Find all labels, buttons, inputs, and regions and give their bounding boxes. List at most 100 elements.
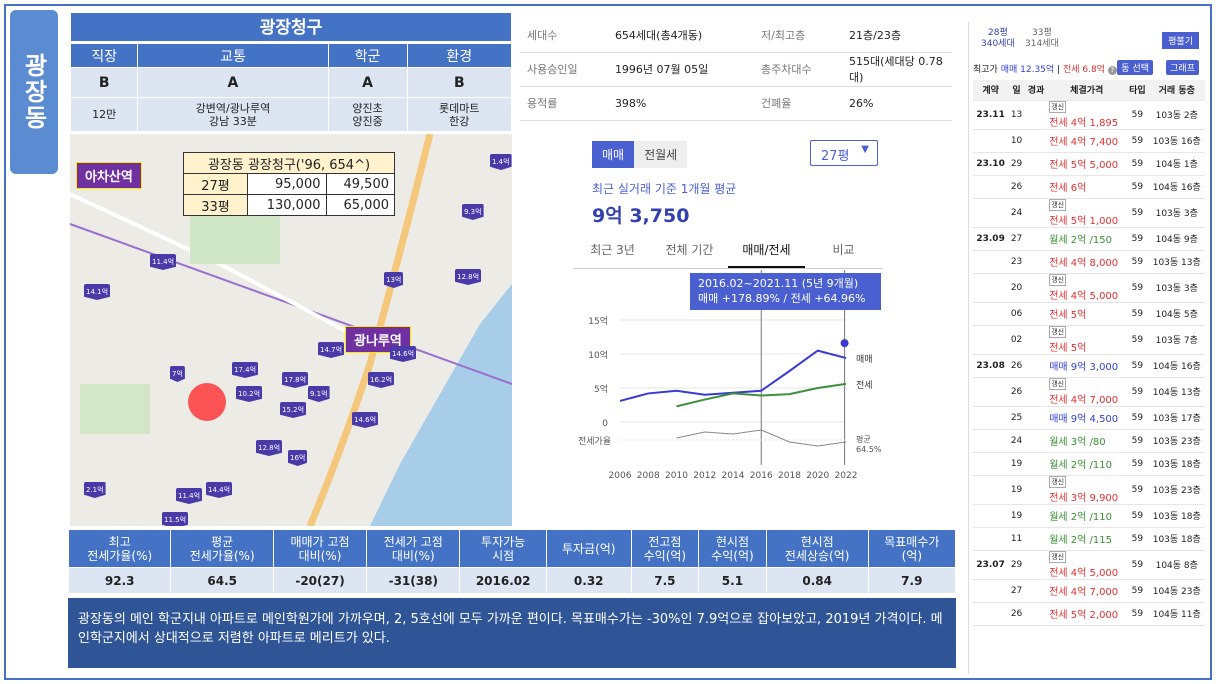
- tx-cell: 104동 5층: [1148, 302, 1205, 326]
- tx-cell: 갱신 전세 3억 9,900: [1047, 475, 1127, 505]
- tx-price: 전세 4억 7,000: [1049, 587, 1119, 598]
- size-select[interactable]: 27평 ▼: [810, 140, 878, 166]
- size-tab-33[interactable]: 33평 314세대: [1025, 28, 1059, 49]
- tx-cell: 104동 23층: [1148, 579, 1205, 603]
- table-row[interactable]: 24 갱신 전세 5억 1,000 59 103동 3층: [973, 198, 1205, 228]
- tx-cell: 59: [1126, 325, 1149, 355]
- map-pin[interactable]: 17.4억: [232, 362, 259, 378]
- table-row[interactable]: 19 월세 2억 /110 59 103동 18층: [973, 504, 1205, 528]
- price-chart: 15억 10억 5억 0 2006 2008 2010 2012 2014 2016 2018 202…: [578, 270, 882, 481]
- table-row[interactable]: 19 월세 2억 /110 59 103동 18층: [973, 452, 1205, 476]
- table-row[interactable]: 06 전세 5억 59 104동 5층: [973, 302, 1205, 326]
- map-pin[interactable]: 12.8억: [455, 269, 482, 285]
- table-row[interactable]: 20 갱신 전세 4억 5,000 59 103동 3층: [973, 273, 1205, 303]
- tx-cell: 23.09: [973, 227, 1009, 251]
- info-key: 용적률: [520, 86, 608, 121]
- map-pin[interactable]: 17.8억: [282, 372, 309, 388]
- map-pin[interactable]: 7억: [170, 366, 185, 382]
- analysis-value: 0.32: [545, 567, 632, 594]
- building-select-button[interactable]: 동 선택: [1117, 60, 1153, 75]
- analysis-header: 현시점 전세상승(억): [765, 529, 869, 568]
- tx-cell: [973, 406, 1009, 430]
- map-pin[interactable]: 11.4억: [150, 254, 177, 270]
- tx-cell: 전세 5억: [1047, 302, 1127, 326]
- map-pin[interactable]: 14.6억: [352, 412, 379, 428]
- map-pin[interactable]: 16.2억: [368, 372, 395, 388]
- price-jeonse: 65,000: [325, 194, 395, 216]
- table-row[interactable]: 27 전세 4억 7,000 59 104동 23층: [973, 579, 1205, 603]
- graph-button[interactable]: 그래프: [1166, 60, 1199, 75]
- map-pin[interactable]: 14.6억: [390, 346, 417, 362]
- table-row[interactable]: 02 갱신 전세 5억 59 103동 7층: [973, 325, 1205, 355]
- tab-compare[interactable]: 비교: [832, 243, 855, 257]
- tab-sale-jeonse[interactable]: 매매/전세: [728, 236, 805, 268]
- tx-price: 월세 2억 /110: [1049, 512, 1112, 523]
- map-pin[interactable]: 1.4억: [490, 154, 512, 170]
- tab-sale[interactable]: 매매: [592, 141, 635, 168]
- map-pin[interactable]: 2.1억: [84, 482, 106, 498]
- tooltip-line1: 2016.02~2021.11 (5년 9개월): [698, 277, 859, 290]
- tx-cell: 59: [1126, 406, 1149, 430]
- x-tick-label: 2006: [609, 471, 632, 481]
- grade-detail: 양진초 양진중: [327, 97, 408, 132]
- x-tick-label: 2016: [750, 471, 773, 481]
- tx-cell: [1024, 504, 1048, 528]
- compare-button[interactable]: 평불기: [1162, 32, 1199, 49]
- table-row[interactable]: 23.09 27 월세 2억 /150 59 104동 9층: [973, 227, 1205, 251]
- table-row[interactable]: 26 전세 5억 2,000 59 104동 11층: [973, 602, 1205, 626]
- tx-cell: 월세 2억 /150: [1047, 227, 1127, 251]
- tab-all-period[interactable]: 전체 기간: [665, 243, 714, 257]
- table-row[interactable]: 19 갱신 전세 3억 9,900 59 103동 23층: [973, 475, 1205, 505]
- tx-cell: [973, 175, 1009, 199]
- table-row[interactable]: 23.08 26 매매 9억 3,000 59 104동 16층: [973, 354, 1205, 378]
- grade-detail: 강변역/광나루역 강남 33분: [137, 97, 329, 132]
- help-icon[interactable]: ?: [1107, 66, 1117, 75]
- tx-price: 월세 2억 /115: [1049, 535, 1112, 546]
- tx-cell: [1024, 550, 1048, 580]
- tx-cell: 59: [1126, 377, 1149, 407]
- map-pin[interactable]: 14.1억: [84, 284, 111, 300]
- table-row[interactable]: 11 월세 2억 /115 59 103동 18층: [973, 527, 1205, 551]
- tx-cell: [973, 452, 1009, 476]
- map-pin[interactable]: 9.3억: [462, 204, 484, 220]
- table-row[interactable]: 25 매매 9억 4,500 59 103동 17층: [973, 406, 1205, 430]
- tx-cell: 103동 18층: [1148, 527, 1205, 551]
- map-pin[interactable]: 10.2억: [236, 386, 263, 402]
- grade-value: A: [137, 67, 329, 98]
- table-row[interactable]: 26 전세 6억 59 104동 16층: [973, 175, 1205, 199]
- tx-cell: 23.08: [973, 354, 1009, 378]
- map-pin[interactable]: 16억: [288, 450, 308, 466]
- table-row[interactable]: 26 갱신 전세 4억 7,000 59 104동 13층: [973, 377, 1205, 407]
- map-pin[interactable]: 14.7억: [318, 342, 345, 358]
- table-row[interactable]: 24 월세 3억 /80 59 103동 23층: [973, 429, 1205, 453]
- map-pin[interactable]: 12.8억: [256, 440, 283, 456]
- tx-cell: 19: [1008, 475, 1025, 505]
- info-value: 21층/23층: [842, 18, 952, 53]
- analysis-value: 64.5: [170, 567, 274, 594]
- tx-cell: 23.10: [973, 152, 1009, 176]
- map-pin[interactable]: 11.5억: [162, 512, 189, 526]
- tx-cell: 59: [1126, 475, 1149, 505]
- tx-cell: 전세 5억 2,000: [1047, 602, 1127, 626]
- map-pin[interactable]: 13억: [384, 272, 404, 288]
- price-size: 27평: [183, 173, 248, 195]
- grade-header: 직장: [69, 43, 139, 68]
- table-row[interactable]: 23.07 29 갱신 전세 4억 5,000 59 104동 8층: [973, 550, 1205, 580]
- map-pin[interactable]: 14.4억: [206, 482, 233, 498]
- info-key: 건폐율: [754, 86, 842, 121]
- tab-rent[interactable]: 전월세: [634, 141, 688, 168]
- table-row[interactable]: 23.10 29 전세 5억 5,000 59 104동 1층: [973, 152, 1205, 176]
- table-row[interactable]: 23 전세 4억 8,000 59 103동 13층: [973, 250, 1205, 274]
- table-row[interactable]: 10 전세 4억 7,400 59 103동 16층: [973, 129, 1205, 153]
- tx-cell: [1024, 100, 1048, 130]
- map-pin[interactable]: 11.4억: [176, 488, 203, 504]
- tx-cell: 104동 13층: [1148, 377, 1205, 407]
- map-pin[interactable]: 15.2억: [280, 402, 307, 418]
- map-pin[interactable]: 9.1억: [308, 386, 330, 402]
- table-row[interactable]: 23.11 13 갱신 전세 4억 1,895 59 103동 2층: [973, 100, 1205, 130]
- grade-detail: 롯데마트 한강: [406, 97, 513, 132]
- size-tab-28[interactable]: 28평 340세대: [981, 28, 1015, 49]
- tab-3years[interactable]: 최근 3년: [590, 243, 635, 257]
- peak-point: [840, 339, 849, 348]
- analysis-header: 최고 전세가율(%): [67, 529, 172, 568]
